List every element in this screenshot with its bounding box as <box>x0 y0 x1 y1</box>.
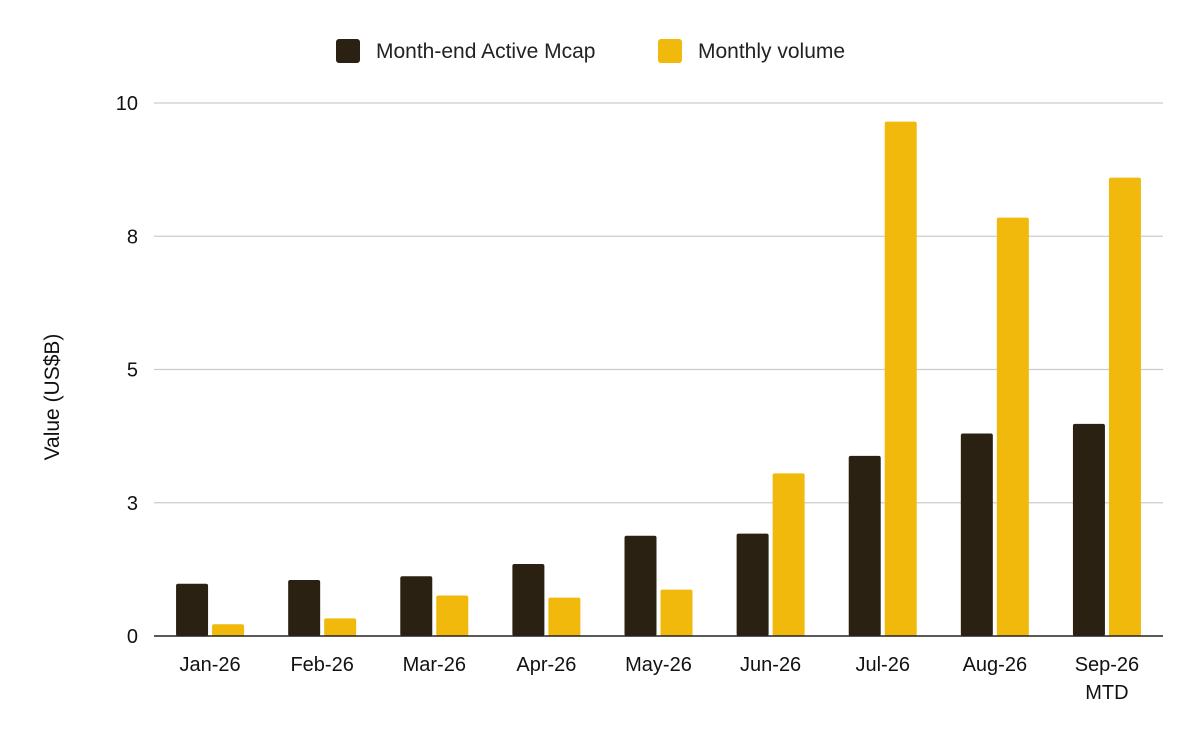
bar-monthly-volume <box>884 121 917 636</box>
bar-monthly-volume <box>212 624 245 636</box>
x-tick-label: Aug-26 <box>963 654 1028 676</box>
bar-monthly-volume <box>996 217 1029 636</box>
bar-monthly-volume <box>1108 177 1141 636</box>
bar-monthly-volume <box>324 618 357 636</box>
x-tick-label: Apr-26 <box>516 654 576 676</box>
bar-active-mcap <box>1072 423 1105 636</box>
bar-active-mcap <box>960 433 993 636</box>
chart-legend: Month-end Active Mcap Monthly volume <box>336 39 845 63</box>
y-axis-title-group: Value (US$B) <box>41 334 64 461</box>
x-axis-tick-labels: Jan-26 Feb-26 Mar-26 Apr-26 May-26 Jun-26 Jul-… <box>179 654 1139 704</box>
bar-monthly-volume <box>548 597 581 636</box>
bar-active-mcap <box>400 576 433 636</box>
bar-monthly-volume <box>436 595 469 636</box>
x-tick-label: May-26 <box>625 654 692 676</box>
y-tick-label: 8 <box>127 226 138 248</box>
legend-swatch <box>658 39 682 63</box>
y-axis-tick-labels: 0 3 5 8 10 <box>116 93 138 648</box>
x-tick-label: Sep-26 <box>1075 654 1140 676</box>
x-tick-label: Jun-26 <box>740 654 801 676</box>
legend-label: Month-end Active Mcap <box>376 40 595 63</box>
x-tick-label: Jul-26 <box>855 654 909 676</box>
bar-active-mcap <box>288 580 321 636</box>
y-tick-label: 3 <box>127 493 138 515</box>
bar-active-mcap <box>848 455 881 636</box>
chart-bars <box>176 121 1141 636</box>
bar-monthly-volume <box>660 589 693 636</box>
x-tick-label: Mar-26 <box>403 654 466 676</box>
y-axis-title: Value (US$B) <box>41 334 64 461</box>
y-tick-label: 10 <box>116 93 138 115</box>
x-tick-label: Feb-26 <box>290 654 353 676</box>
y-gridlines <box>154 102 1163 504</box>
bar-active-mcap <box>624 535 657 636</box>
bar-monthly-volume <box>772 473 805 636</box>
y-tick-label: 5 <box>127 360 138 382</box>
bar-active-mcap <box>176 583 209 636</box>
bar-active-mcap <box>736 533 769 636</box>
legend-swatch <box>336 39 360 63</box>
x-tick-label: MTD <box>1085 682 1128 704</box>
x-tick-label: Jan-26 <box>179 654 240 676</box>
legend-label: Monthly volume <box>698 40 845 63</box>
bar-active-mcap <box>512 564 545 636</box>
y-tick-label: 0 <box>127 626 138 648</box>
